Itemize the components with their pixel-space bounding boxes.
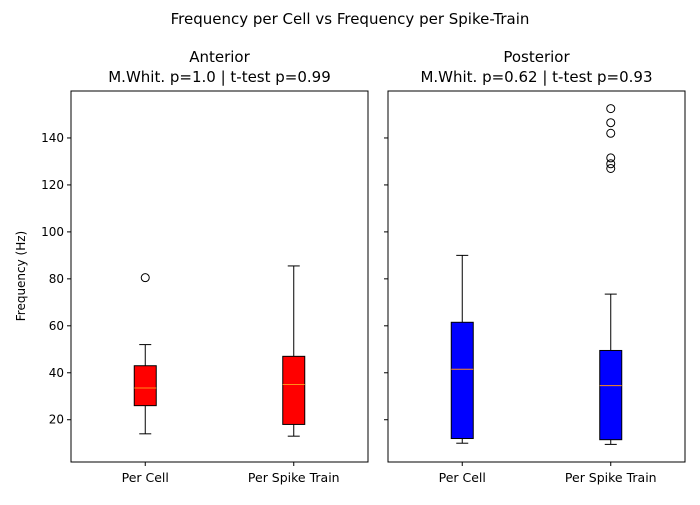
y-tick-label: 60: [49, 319, 64, 333]
outlier-point: [606, 118, 616, 128]
y-tick-label: 80: [49, 272, 64, 286]
panel-title: Anterior: [189, 48, 250, 66]
plot-frame: [387, 90, 686, 463]
box-1: [133, 273, 157, 435]
figure-title: Frequency per Cell vs Frequency per Spik…: [171, 10, 530, 28]
outlier-point: [606, 104, 616, 114]
panel-subtitle: M.Whit. p=1.0 | t-test p=0.99: [108, 68, 331, 86]
panel-anterior: Anterior M.Whit. p=1.0 | t-test p=0.99 20 4…: [41, 48, 369, 485]
x-tick-label: Per Spike Train: [248, 470, 340, 485]
box-body: [450, 321, 474, 440]
outlier-point: [606, 159, 616, 169]
box-1: [450, 254, 474, 444]
panel-posterior: Posterior M.Whit. p=0.62 | t-test p=0.93 P…: [384, 48, 686, 485]
y-tick-label: 20: [49, 413, 64, 427]
y-tick-label: 120: [41, 178, 64, 192]
plot-frame: [70, 90, 369, 463]
box-body: [599, 349, 623, 441]
panel-title: Posterior: [503, 48, 570, 66]
box-2: [282, 265, 306, 437]
panel-subtitle: M.Whit. p=0.62 | t-test p=0.93: [420, 68, 652, 86]
y-tick-label: 140: [41, 131, 64, 145]
outlier-point: [606, 153, 616, 163]
box-body: [282, 355, 306, 425]
y-axis-label: Frequency (Hz): [14, 231, 28, 322]
outlier-point: [606, 163, 616, 173]
x-tick-label: Per Cell: [439, 470, 486, 485]
box-2: [599, 104, 623, 445]
x-tick-label: Per Spike Train: [565, 470, 657, 485]
y-tick-label: 40: [49, 366, 64, 380]
box-body: [133, 365, 157, 407]
outlier-point: [606, 128, 616, 138]
x-tick-label: Per Cell: [122, 470, 169, 485]
outlier-point: [140, 273, 150, 283]
y-tick-label: 100: [41, 225, 64, 239]
